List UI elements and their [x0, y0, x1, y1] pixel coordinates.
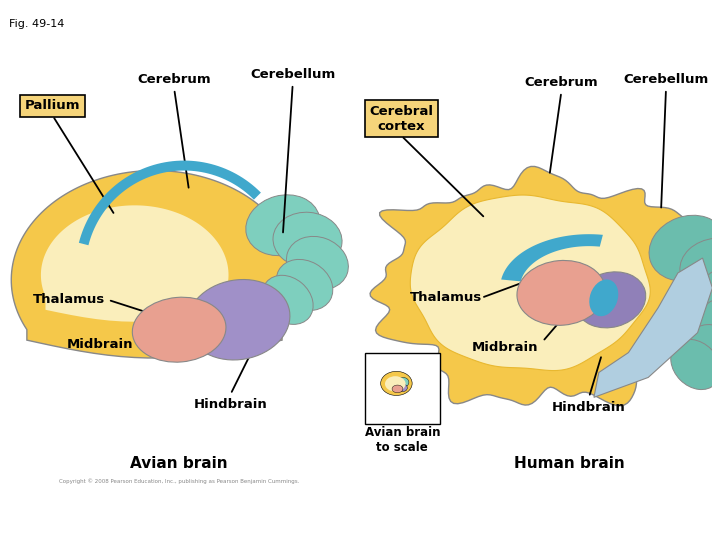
Text: Human brain: Human brain [514, 456, 624, 471]
Text: Midbrain: Midbrain [472, 341, 539, 354]
Ellipse shape [392, 385, 403, 393]
Polygon shape [410, 195, 650, 370]
Text: Thalamus: Thalamus [32, 293, 104, 306]
Ellipse shape [589, 280, 618, 316]
Text: Hindbrain: Hindbrain [552, 401, 626, 414]
Ellipse shape [517, 260, 606, 325]
Text: Hindbrain: Hindbrain [194, 398, 267, 411]
Ellipse shape [680, 238, 720, 298]
Text: Cerebrum: Cerebrum [138, 73, 211, 86]
Ellipse shape [700, 267, 720, 323]
Ellipse shape [276, 259, 333, 310]
Polygon shape [594, 258, 712, 397]
Text: Pallium: Pallium [25, 99, 81, 112]
Text: Cerebral
cortex: Cerebral cortex [369, 105, 433, 133]
Text: Fig. 49-14: Fig. 49-14 [9, 19, 65, 29]
Polygon shape [12, 171, 297, 358]
Text: Avian brain
to scale: Avian brain to scale [364, 426, 440, 454]
Ellipse shape [132, 297, 226, 362]
Ellipse shape [262, 275, 313, 325]
Ellipse shape [385, 376, 405, 392]
Text: Midbrain: Midbrain [67, 338, 133, 351]
Text: Avian brain: Avian brain [130, 456, 228, 471]
Ellipse shape [671, 340, 720, 389]
Ellipse shape [273, 212, 342, 268]
Ellipse shape [687, 325, 720, 376]
Ellipse shape [187, 280, 290, 360]
Ellipse shape [402, 382, 410, 388]
Text: Cerebellum: Cerebellum [624, 73, 708, 86]
Ellipse shape [397, 384, 408, 392]
Ellipse shape [397, 377, 409, 387]
Text: Copyright © 2008 Pearson Education, Inc., publishing as Pearson Benjamin Cumming: Copyright © 2008 Pearson Education, Inc.… [59, 478, 300, 484]
Ellipse shape [246, 195, 320, 255]
Polygon shape [79, 160, 261, 245]
Ellipse shape [576, 272, 646, 328]
Text: Cerebellum: Cerebellum [250, 68, 336, 81]
Polygon shape [228, 220, 293, 320]
Ellipse shape [700, 298, 720, 352]
Text: Cerebrum: Cerebrum [524, 76, 598, 89]
Ellipse shape [381, 372, 412, 395]
Text: Thalamus: Thalamus [410, 292, 482, 305]
Ellipse shape [287, 237, 348, 289]
FancyBboxPatch shape [365, 353, 440, 424]
Polygon shape [41, 205, 228, 322]
Ellipse shape [649, 215, 720, 281]
Polygon shape [370, 166, 719, 406]
Polygon shape [501, 234, 603, 281]
